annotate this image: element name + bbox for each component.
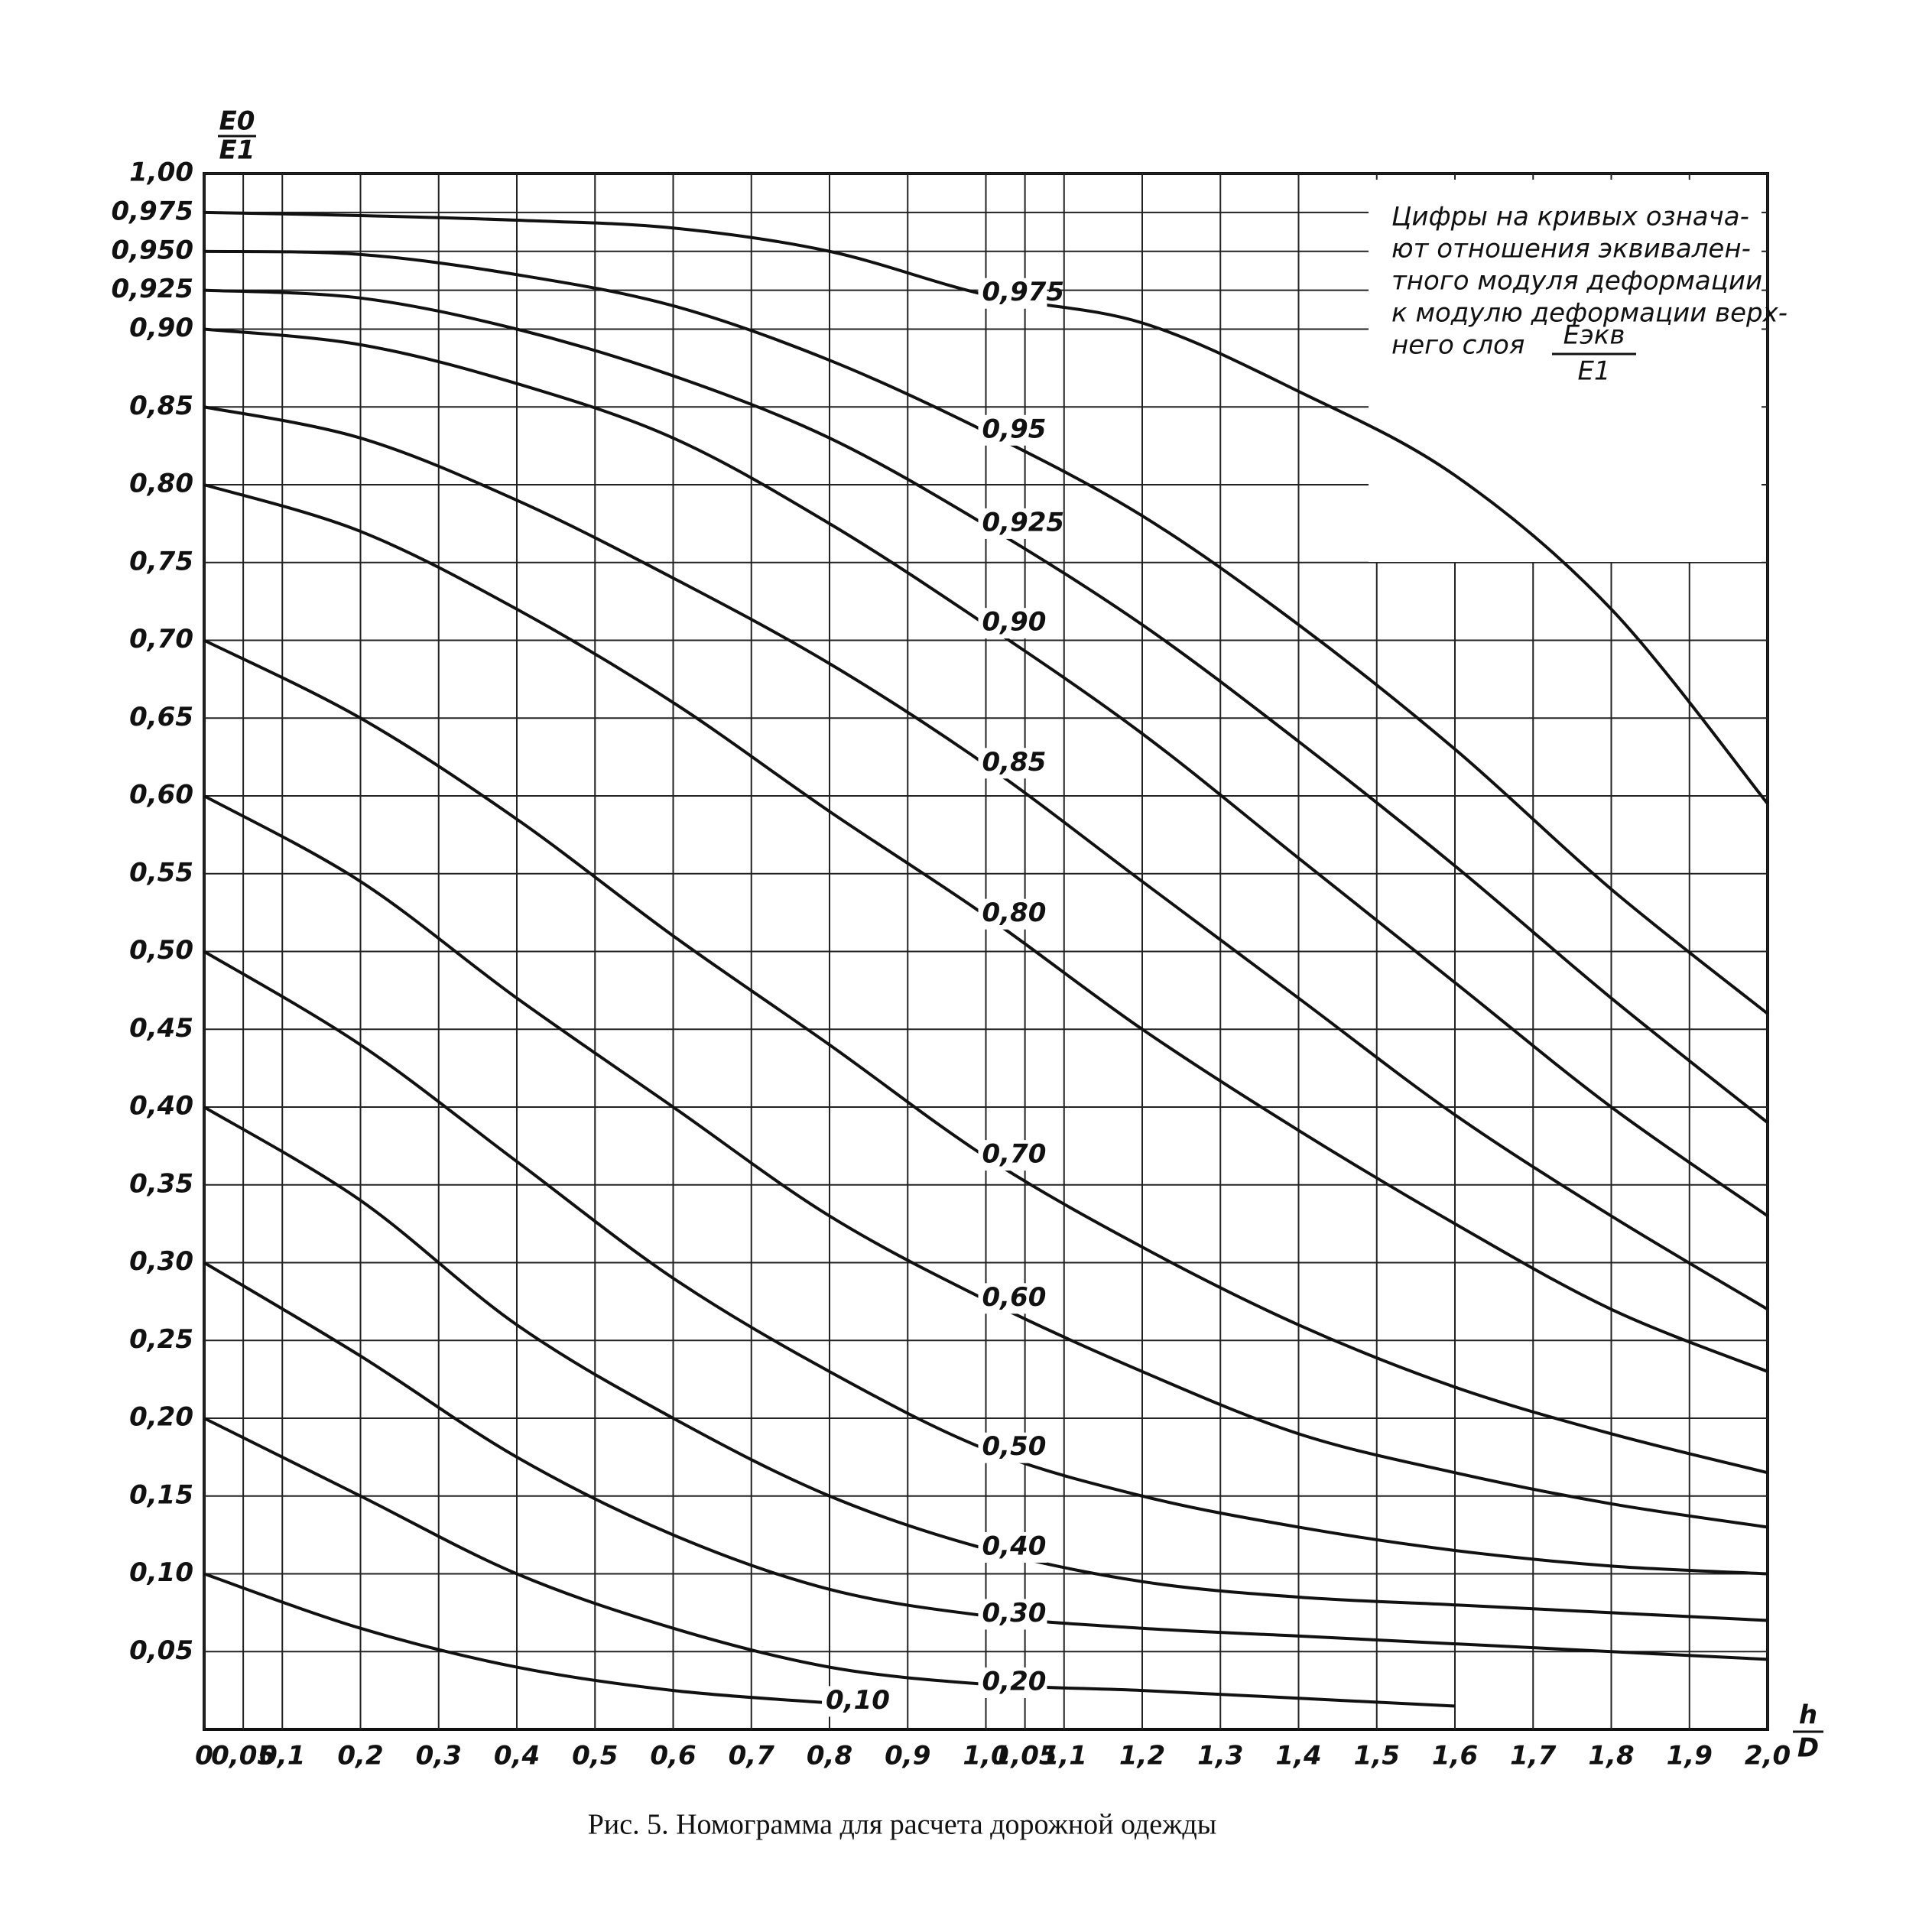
y-tick-label: 0,55 bbox=[129, 857, 193, 888]
curve-label: 0,85 bbox=[982, 747, 1047, 778]
curve bbox=[203, 1106, 1768, 1622]
y-tick-label: 0,25 bbox=[129, 1324, 193, 1355]
curve-label-bg bbox=[978, 508, 1047, 539]
curve bbox=[203, 1572, 830, 1705]
x-tick-label: 1,3 bbox=[1197, 1741, 1243, 1771]
x-tick-label: 0 bbox=[195, 1741, 213, 1771]
curve-label: 0,975 bbox=[982, 277, 1065, 307]
curve-label-bg bbox=[978, 608, 1047, 639]
y-tick-label: 0,35 bbox=[129, 1168, 193, 1199]
curve-label-bg bbox=[978, 414, 1047, 446]
annotation-line: ют отношения эквивален- bbox=[1391, 234, 1751, 265]
curve-label: 0,40 bbox=[982, 1531, 1047, 1561]
x-tick-label: 0,9 bbox=[885, 1741, 930, 1771]
y-tick-label: 0,70 bbox=[129, 624, 193, 654]
x-axis-label: h D bbox=[1793, 1700, 1823, 1764]
y-tick-label: 0,10 bbox=[129, 1557, 193, 1588]
curve-label-bg bbox=[978, 278, 1047, 309]
curve bbox=[203, 288, 1769, 1124]
curve-label: 0,20 bbox=[982, 1666, 1047, 1697]
x-tick-label: 0,8 bbox=[807, 1741, 852, 1771]
annotation-line: тного модуля деформации bbox=[1391, 266, 1762, 297]
y-tick-label: 0,950 bbox=[111, 235, 193, 265]
x-tick-label: 0,1 bbox=[259, 1741, 305, 1771]
curve-label-bg bbox=[978, 1599, 1047, 1630]
annotation-box bbox=[1369, 180, 1762, 562]
annotation-line: Цифры на кривых означа- bbox=[1391, 202, 1749, 232]
curve-label-bg bbox=[822, 1686, 891, 1717]
y-tick-label: 0,50 bbox=[129, 935, 193, 966]
annotation-line: к модулю деформации верх- bbox=[1391, 298, 1788, 329]
y-tick-label: 0,30 bbox=[129, 1246, 193, 1277]
x-label-denominator: D bbox=[1797, 1733, 1819, 1764]
y-axis-label: E0 E1 bbox=[218, 106, 256, 166]
x-tick-label: 1,9 bbox=[1667, 1741, 1713, 1771]
x-tick-label: 0,2 bbox=[337, 1741, 383, 1771]
y-tick-label: 0,40 bbox=[129, 1091, 193, 1122]
curve-label-bg bbox=[978, 1667, 1047, 1698]
x-tick-label: 0,7 bbox=[729, 1741, 775, 1771]
curve bbox=[203, 794, 1768, 1529]
x-tick-label: 0,5 bbox=[572, 1741, 618, 1771]
x-tick-label: 1,4 bbox=[1275, 1741, 1321, 1771]
y-tick-label: 0,20 bbox=[129, 1402, 193, 1433]
y-tick-label: 0,90 bbox=[129, 313, 193, 343]
x-tick-label: 1,1 bbox=[1041, 1741, 1087, 1771]
curve-label: 0,70 bbox=[982, 1139, 1047, 1170]
y-tick-label: 0,45 bbox=[129, 1013, 193, 1044]
x-tick-label: 0,05 bbox=[211, 1741, 275, 1771]
y-tick-label: 0,80 bbox=[129, 469, 193, 499]
x-tick-label: 1,2 bbox=[1119, 1741, 1165, 1771]
curve bbox=[203, 950, 1768, 1576]
x-tick-label: 0,6 bbox=[650, 1741, 696, 1771]
curve bbox=[203, 1417, 1456, 1708]
curve-label-bg bbox=[978, 748, 1047, 779]
y-tick-label: 0,15 bbox=[129, 1479, 193, 1510]
curve-label: 0,95 bbox=[982, 414, 1047, 444]
curve-label-bg bbox=[978, 1140, 1047, 1171]
x-tick-label: 2,0 bbox=[1745, 1741, 1791, 1771]
x-tick-label: 1,0 bbox=[963, 1741, 1008, 1771]
curve-label-bg bbox=[978, 1283, 1047, 1314]
y-tick-label: 0,85 bbox=[129, 391, 193, 421]
annotation-numerator: Eэкв bbox=[1563, 320, 1625, 351]
caption: Рис. 5. Номограмма для расчета дорожной … bbox=[588, 1809, 1216, 1841]
x-tick-label: 1,5 bbox=[1354, 1741, 1400, 1771]
curve-label: 0,10 bbox=[826, 1685, 890, 1716]
annotation-denominator: E1 bbox=[1577, 356, 1610, 387]
x-tick-label: 1,6 bbox=[1432, 1741, 1478, 1771]
y-tick-label: 0,60 bbox=[129, 780, 193, 810]
x-tick-label: 0,4 bbox=[494, 1741, 540, 1771]
curve-label-bg bbox=[978, 898, 1047, 930]
y-label-denominator: E1 bbox=[219, 135, 255, 166]
curve-label: 0,50 bbox=[982, 1431, 1047, 1462]
x-tick-label: 0,3 bbox=[416, 1741, 462, 1771]
y-label-numerator: E0 bbox=[219, 106, 255, 137]
x-tick-label: 1,05 bbox=[993, 1741, 1057, 1771]
y-tick-label: 0,925 bbox=[111, 274, 193, 304]
curve-label: 0,30 bbox=[982, 1598, 1047, 1628]
curve-label: 0,90 bbox=[982, 607, 1047, 638]
curve-label: 0,60 bbox=[982, 1282, 1047, 1313]
y-tick-label: 0,65 bbox=[129, 702, 193, 732]
curve-label-bg bbox=[978, 1432, 1047, 1463]
y-tick-label: 0,05 bbox=[129, 1635, 193, 1666]
curve-label: 0,80 bbox=[982, 898, 1047, 928]
curve-label: 0,925 bbox=[982, 507, 1065, 537]
y-tick-label: 1,00 bbox=[129, 157, 193, 188]
annotation-line: него слоя bbox=[1391, 330, 1524, 361]
x-tick-label: 1,8 bbox=[1588, 1741, 1634, 1771]
x-label-numerator: h bbox=[1799, 1700, 1817, 1731]
y-tick-label: 0,75 bbox=[129, 546, 193, 576]
x-tick-label: 1,7 bbox=[1510, 1741, 1557, 1771]
y-tick-label: 0,975 bbox=[111, 196, 193, 226]
curve-label-bg bbox=[978, 1531, 1047, 1563]
